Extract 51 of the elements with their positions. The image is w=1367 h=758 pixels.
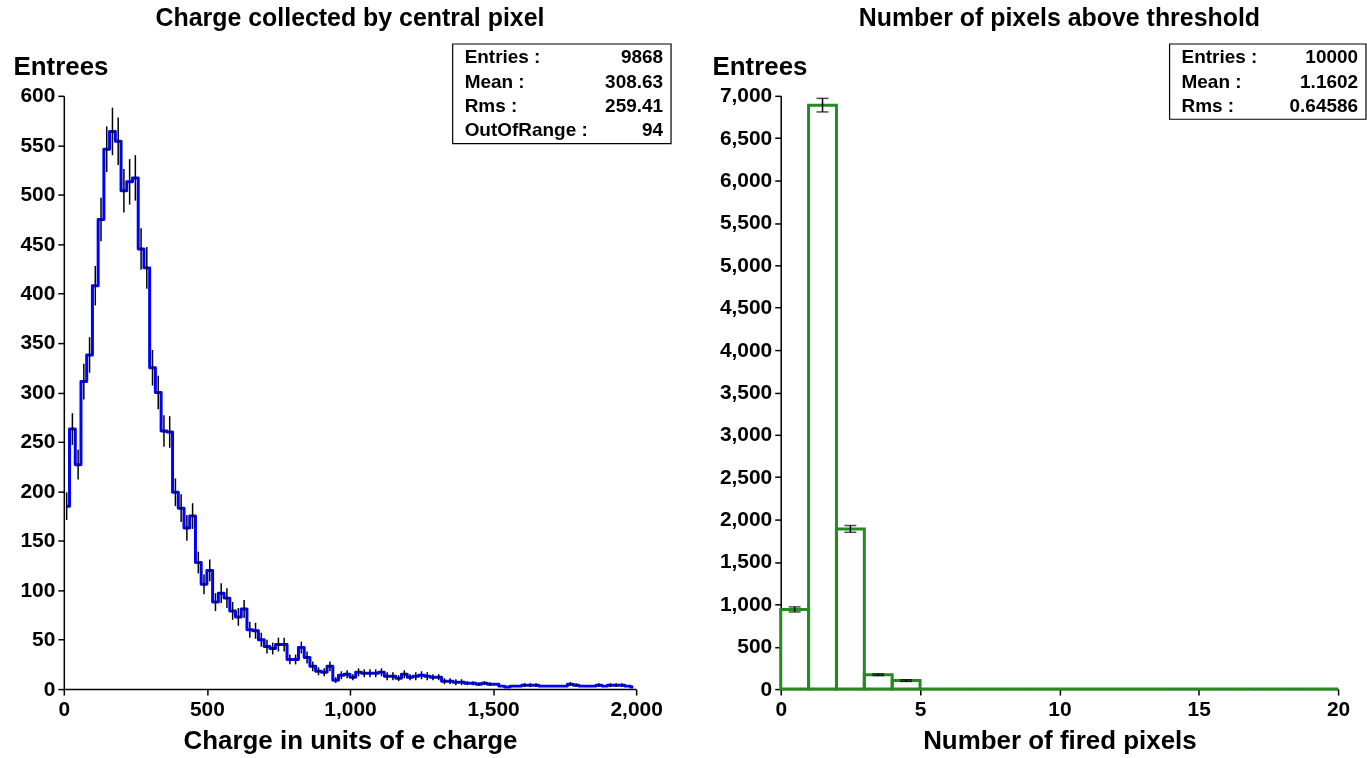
- y-tick-label: 6,500: [719, 125, 773, 149]
- y-tick-label: 150: [20, 528, 56, 552]
- y-tick-label: 2,500: [719, 464, 773, 488]
- x-tick-label: 15: [1187, 696, 1212, 720]
- y-tick-label: 4,500: [719, 295, 773, 319]
- y-tick-label: 200: [20, 478, 56, 502]
- x-axis-title: Charge in units of e charge: [183, 726, 518, 755]
- y-tick-label: 1,500: [719, 549, 773, 573]
- y-tick-label: 300: [20, 379, 56, 403]
- text: Rms : 259.41: [464, 95, 664, 117]
- x-tick-label: 20: [1326, 696, 1351, 720]
- y-axis-title: Entrees: [712, 52, 808, 81]
- x-tick-label: 0: [58, 696, 71, 720]
- chart-title: Number of pixels above threshold: [858, 3, 1261, 32]
- y-tick-label: 3,000: [719, 422, 773, 446]
- text: Entries : 9868: [464, 46, 664, 68]
- y-tick-label: 4,000: [719, 337, 773, 361]
- y-tick-label: 350: [20, 330, 56, 354]
- y-tick-label: 0: [43, 676, 56, 700]
- text: OutOfRange : 94: [464, 119, 664, 141]
- y-tick-label: 7,000: [719, 83, 773, 107]
- text: Rms : 0.64586: [1181, 95, 1359, 117]
- text: Entries : 10000: [1181, 46, 1359, 68]
- x-tick-label: 1,000: [324, 696, 377, 720]
- y-tick-label: 6,000: [719, 168, 773, 192]
- y-tick-label: 500: [20, 182, 56, 206]
- x-tick-label: 0: [775, 696, 788, 720]
- y-tick-label: 1,000: [719, 591, 773, 615]
- x-tick-label: 5: [914, 696, 927, 720]
- x-axis-title: Number of fired pixels: [923, 726, 1197, 755]
- y-tick-label: 3,500: [719, 379, 773, 403]
- text: Mean : 308.63: [464, 70, 664, 92]
- x-tick-label: 500: [189, 696, 225, 720]
- y-tick-label: 2,000: [719, 507, 773, 531]
- y-tick-label: 5,000: [719, 252, 773, 276]
- x-tick-label: 2,000: [610, 696, 663, 720]
- y-tick-label: 400: [20, 281, 56, 305]
- y-axis-title: Entrees: [13, 52, 109, 81]
- y-tick-label: 450: [20, 231, 56, 255]
- y-tick-label: 0: [760, 676, 773, 700]
- x-tick-label: 10: [1048, 696, 1072, 720]
- chart-title: Charge collected by central pixel: [155, 3, 545, 32]
- y-tick-label: 100: [20, 577, 56, 601]
- y-tick-label: 5,500: [719, 210, 773, 234]
- y-tick-label: 250: [20, 429, 56, 453]
- y-tick-label: 500: [737, 634, 773, 658]
- text: Mean : 1.1602: [1181, 70, 1359, 92]
- y-tick-label: 50: [32, 627, 56, 651]
- x-tick-label: 1,500: [467, 696, 520, 720]
- y-tick-label: 550: [20, 132, 56, 156]
- y-tick-label: 600: [20, 83, 56, 107]
